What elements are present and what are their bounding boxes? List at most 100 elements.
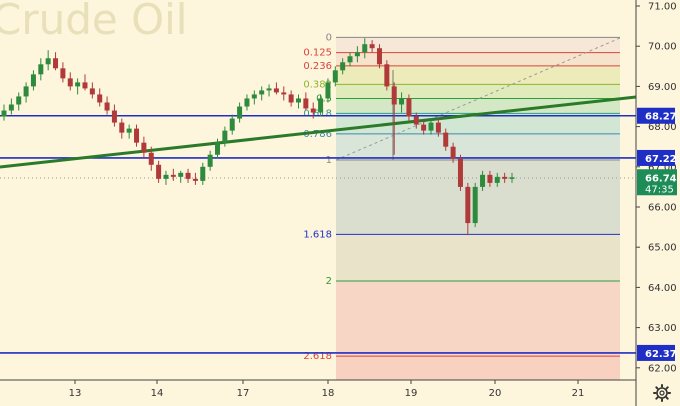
price-tag (637, 344, 675, 361)
fib-level-label: 0 (326, 32, 332, 43)
candle-body (259, 90, 265, 95)
price-axis-label: 65.00 (648, 243, 677, 254)
fib-level-label: 0.382 (303, 79, 332, 90)
fib-level-label: 2.618 (303, 351, 332, 362)
chart-watermark: Crude Oil (0, 0, 187, 44)
horizontal-levels[interactable] (0, 114, 636, 354)
candle-body (104, 102, 110, 111)
candle-body (237, 106, 243, 119)
current-price-label: 66.74 (645, 173, 677, 184)
candle-body (178, 172, 184, 177)
candle-body (67, 78, 73, 87)
candle-body (229, 118, 235, 131)
price-axis-label: 64.00 (648, 283, 677, 294)
trend-line[interactable] (0, 95, 637, 169)
fib-level-label: 2 (326, 276, 332, 287)
candle-body (1, 110, 7, 117)
candle-body (303, 98, 309, 109)
time-axis-label: 21 (572, 388, 585, 399)
time-axis[interactable]: 13 14 17 18 19 20 21 (69, 380, 585, 399)
fib-zone (336, 234, 620, 281)
fib-zone (336, 133, 620, 160)
time-axis-label: 14 (151, 388, 164, 399)
candle-body (53, 58, 59, 69)
fib-level-label: 0.125 (303, 48, 332, 59)
candle-body (244, 98, 250, 107)
fib-zone (336, 159, 620, 235)
fib-level-label: 1 (326, 155, 332, 166)
candle-body (111, 110, 117, 123)
candle-body (281, 92, 287, 95)
price-axis-label: 69.00 (648, 82, 677, 93)
candle-body (170, 174, 176, 177)
candle-body (38, 64, 44, 75)
candle-body (222, 130, 228, 143)
candle-body (421, 124, 427, 131)
candle-body (75, 82, 81, 87)
fib-zone (336, 65, 620, 85)
candle-body (16, 96, 22, 105)
candle-body (472, 186, 478, 224)
candle-body (126, 128, 132, 133)
fib-zone (336, 52, 620, 66)
candle-body (406, 98, 412, 117)
candle-body (399, 98, 405, 105)
candle-body (362, 44, 368, 53)
candle-body (89, 88, 95, 95)
candle-body (23, 86, 29, 97)
candle-body (8, 104, 14, 111)
candle-body (450, 146, 456, 159)
candle-body (200, 166, 206, 181)
candle-body (156, 164, 162, 179)
price-axis-label: 70.00 (648, 42, 677, 53)
fib-level-label: 0.786 (303, 129, 332, 140)
candle-body (251, 94, 257, 99)
candle-body (192, 178, 198, 181)
candle-body (443, 132, 449, 147)
candle-body (134, 128, 140, 143)
settings-gear-icon[interactable] (653, 384, 671, 402)
time-axis-label: 17 (237, 388, 250, 399)
price-axis-label: 66.00 (648, 203, 677, 214)
current-price-tag (637, 169, 677, 196)
candlestick-series (1, 38, 515, 236)
candle-body (480, 174, 486, 187)
fib-zone (336, 113, 620, 134)
candle-body (266, 88, 272, 91)
fib-zone (336, 84, 620, 99)
candle-body (82, 82, 88, 89)
candle-body (354, 52, 360, 57)
price-tag-label: 67.22 (645, 154, 677, 165)
candle-body (428, 122, 434, 131)
fib-level-label: 0.618 (303, 108, 332, 119)
fib-zone (336, 280, 620, 357)
price-axis[interactable]: 71.00 70.00 69.00 68.00 67.00 66.00 65.00 64.00… (636, 2, 677, 375)
candle-body (376, 48, 382, 65)
price-axis-label: 63.00 (648, 323, 677, 334)
candle-body (288, 94, 294, 103)
candle-body (332, 70, 338, 83)
price-axis-label: 62.00 (648, 363, 677, 374)
candle-body (325, 82, 331, 99)
fib-zone (336, 356, 620, 380)
candle-body (30, 74, 36, 87)
candle-body (457, 158, 463, 187)
candle-body (60, 68, 66, 79)
candle-body (141, 142, 147, 153)
candle-body (318, 98, 324, 113)
candle-body (494, 176, 500, 183)
candle-body (509, 177, 515, 179)
candle-body (391, 86, 397, 105)
time-axis-label: 13 (69, 388, 82, 399)
candle-body (487, 174, 493, 183)
candle-body (295, 98, 301, 103)
candle-body (215, 142, 221, 155)
candle-body (435, 122, 441, 133)
fib-level-label: 0.236 (303, 61, 332, 72)
bar-countdown-label: 47:35 (645, 184, 674, 195)
time-axis-label: 20 (489, 388, 502, 399)
candle-body (185, 172, 191, 179)
time-axis-label: 18 (322, 388, 335, 399)
candle-body (148, 152, 154, 165)
